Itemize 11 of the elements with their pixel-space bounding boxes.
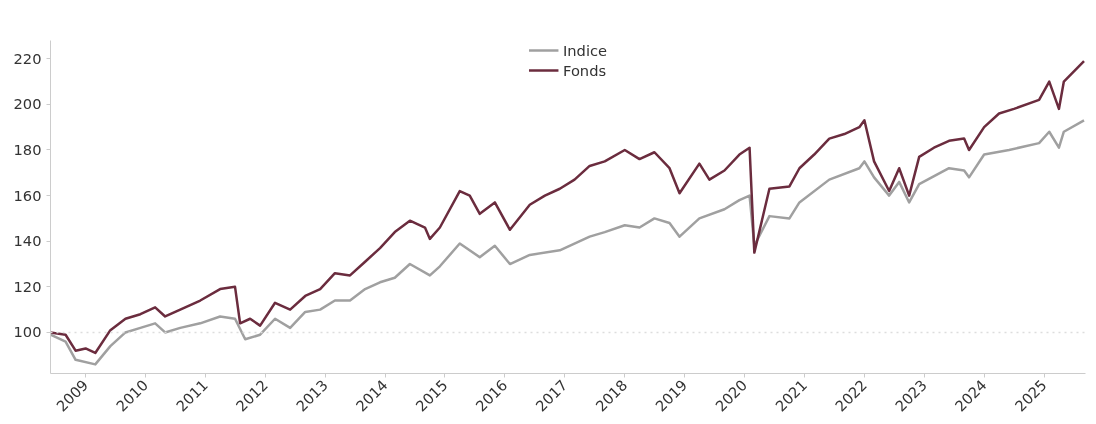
y-tick-label: 120 [13,277,42,295]
y-tick-label: 200 [13,95,42,113]
line-series [50,59,1086,355]
legend-label: Indice [562,41,608,59]
y-tick-label: 100 [13,323,42,341]
y-tick-label: 140 [13,232,42,250]
y-tick-label: 160 [13,186,42,204]
line-series [50,119,1086,366]
y-tick-label: 180 [13,140,42,158]
legend-label: Fonds [562,61,607,79]
y-tick-label: 220 [13,49,42,67]
